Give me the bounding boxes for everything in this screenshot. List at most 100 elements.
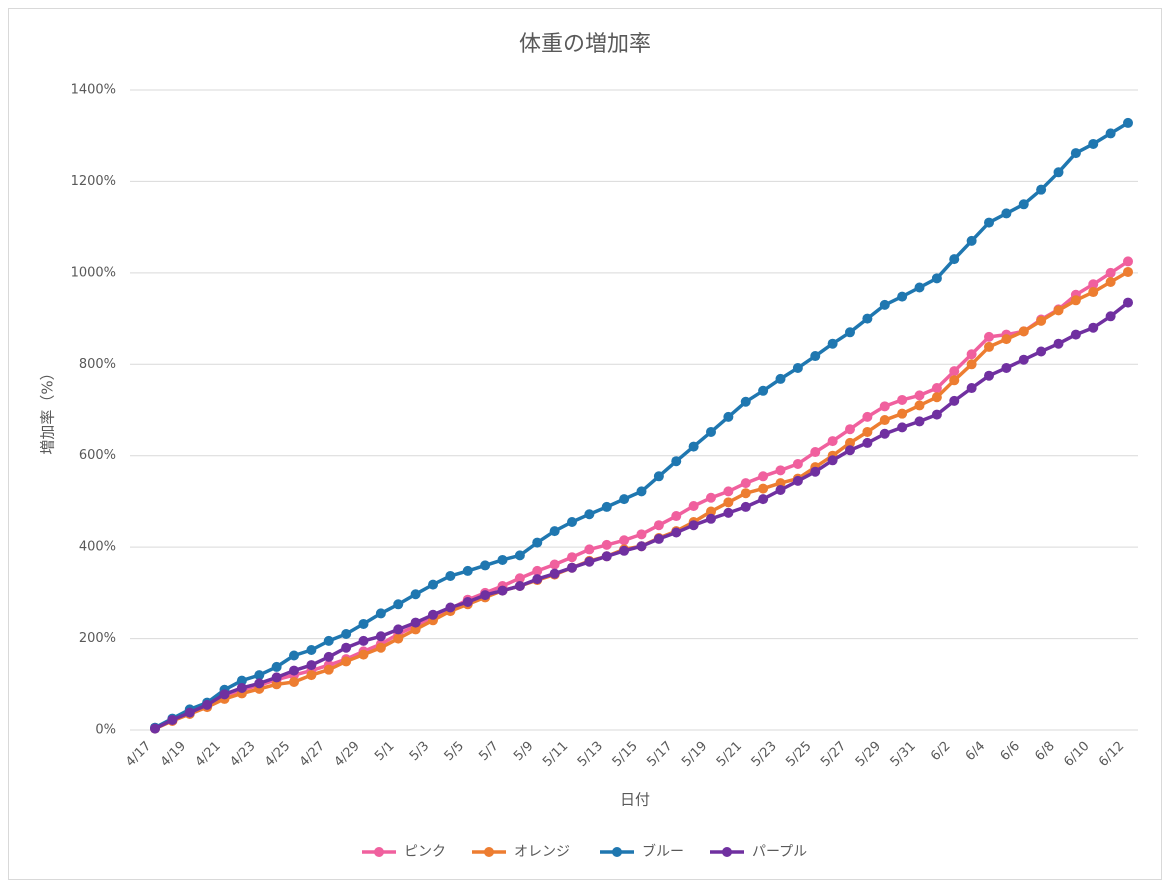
y-tick-label: 0% [95,723,116,738]
data-point [706,506,716,517]
data-point [984,331,994,342]
data-point [514,550,525,561]
data-point [584,556,595,567]
data-point [1105,267,1116,278]
data-point [271,661,282,672]
data-point [827,436,838,447]
data-point [966,235,977,246]
data-point [1070,329,1081,340]
data-point [480,560,491,571]
data-point [775,373,786,384]
data-point [984,341,994,352]
data-point [428,609,438,620]
data-point [584,544,595,555]
data-point [254,678,265,689]
data-point [323,651,334,662]
data-point [636,541,647,552]
legend-label: ピンク [404,844,446,860]
data-point [289,677,299,687]
legend-marker [374,847,384,857]
data-point [914,416,925,427]
data-point [549,568,560,579]
data-point [723,486,734,497]
data-point [480,590,491,601]
data-point [653,533,664,544]
data-point [723,411,734,422]
data-point [897,394,908,405]
data-point [775,478,786,489]
data-point [236,682,247,693]
data-point [375,608,386,619]
data-point [810,466,821,477]
data-point [758,494,769,505]
data-point [827,455,838,466]
data-point [601,501,612,512]
data-point [323,635,334,646]
data-point [1105,311,1116,322]
data-point [688,501,699,511]
data-point [202,699,213,710]
data-point [497,585,508,596]
data-point [706,426,716,437]
data-point [410,589,421,600]
data-point [1123,266,1133,277]
data-point [879,299,890,310]
data-point [619,535,630,546]
data-point [740,396,751,407]
data-point [636,529,647,540]
data-point [897,422,908,433]
data-point [1105,128,1116,139]
data-point [532,537,543,548]
y-axis-title: 増加率（%） [39,365,57,454]
chart-border [8,8,1162,880]
data-point [375,631,386,642]
data-point [358,618,369,629]
data-point [688,520,699,531]
data-point [706,513,716,524]
y-tick-label: 400% [79,540,116,555]
data-point [1018,354,1029,365]
data-point [393,633,404,644]
data-point [775,465,786,476]
data-point [1018,199,1029,210]
data-point [619,545,630,556]
data-point [358,635,369,646]
data-point [1053,305,1064,316]
data-point [1001,208,1012,219]
data-point [567,562,577,573]
data-point [914,390,925,401]
data-point [845,437,855,448]
data-point [219,689,230,700]
data-point [862,411,873,422]
data-point [723,497,734,508]
data-point [984,370,994,381]
data-point [792,475,803,486]
data-point [1001,362,1012,373]
data-point [931,273,942,284]
data-point [949,254,960,265]
data-point [1123,297,1133,308]
data-point [827,338,838,349]
data-point [236,675,247,686]
data-point [758,385,769,396]
data-point [514,573,525,584]
data-point [514,581,525,591]
data-point [1070,148,1081,159]
data-point [184,707,195,718]
y-tick-label: 1200% [71,174,116,189]
data-point [1036,184,1047,195]
y-tick-label: 1000% [71,265,116,280]
data-point [653,471,664,482]
data-point [549,559,560,570]
data-point [879,401,890,412]
data-point [1123,117,1133,128]
data-point [619,494,630,505]
data-point [462,565,473,576]
data-point [150,723,160,734]
data-point [1018,326,1029,337]
data-point [532,574,543,585]
data-point [1088,279,1099,290]
data-point [862,426,873,437]
data-point [914,400,925,411]
